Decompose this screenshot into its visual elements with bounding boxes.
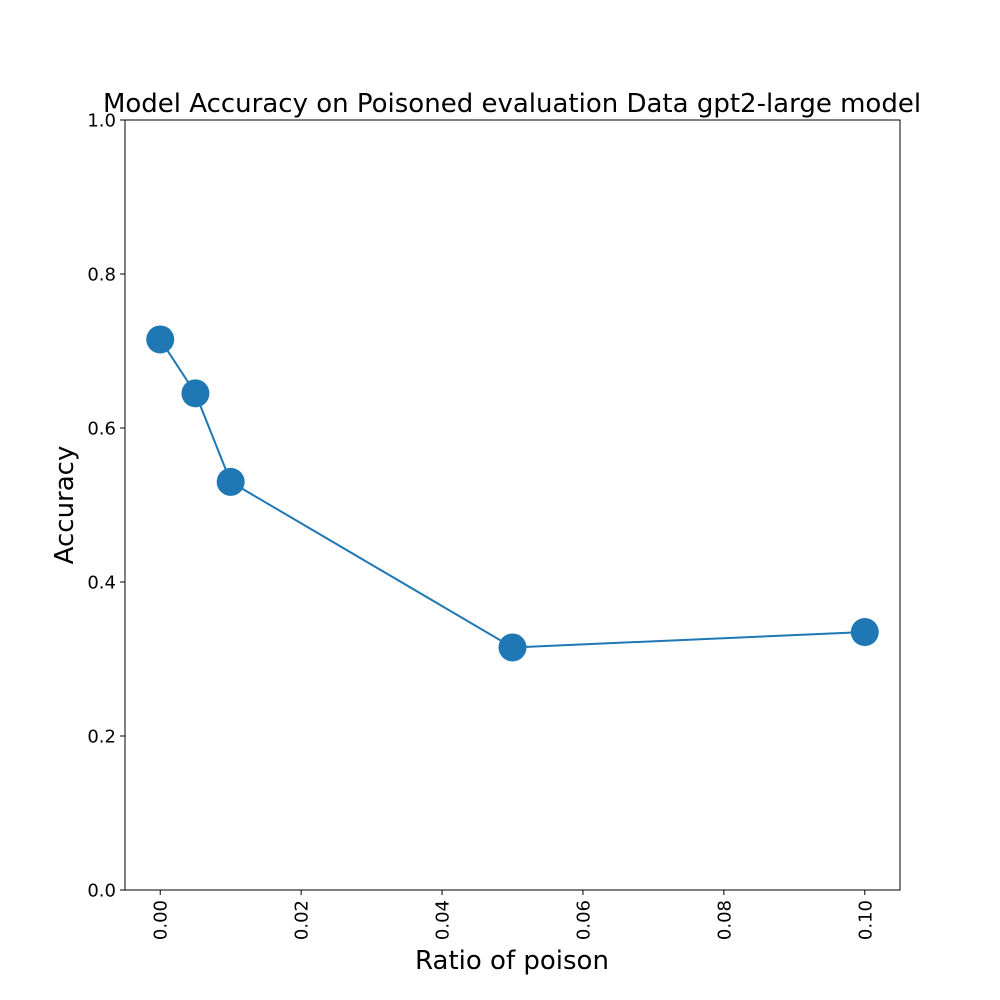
plot-frame [124, 119, 901, 891]
y-tick-label: 0.8 [87, 265, 116, 286]
x-tick-label: 0.10 [855, 900, 876, 940]
data-point [498, 633, 527, 662]
x-tick-label: 0.06 [573, 900, 594, 940]
x-tick-label: 0.08 [714, 900, 735, 940]
x-tick-label: 0.00 [151, 900, 172, 940]
y-tick-label: 0.2 [87, 727, 116, 748]
plot-area: 0.0 0.2 0.4 0.6 0.8 1.0 0.00 0.02 0.04 0.06 0.08 0.… [87, 111, 879, 940]
data-point [181, 379, 210, 408]
y-tick-label: 1.0 [87, 111, 116, 132]
data-point [146, 325, 175, 354]
y-axis-label: Accuracy [50, 446, 80, 565]
y-tick-label: 0.6 [87, 419, 116, 440]
chart-title: Model Accuracy on Poisoned evaluation Da… [103, 89, 921, 119]
x-tick-label: 0.04 [433, 900, 454, 940]
data-point [216, 467, 245, 496]
y-tick-label: 0.4 [87, 573, 116, 594]
x-tick-label: 0.02 [292, 900, 313, 940]
data-point [850, 618, 879, 647]
x-axis-label: Ratio of poison [415, 946, 609, 976]
y-tick-label: 0.0 [87, 881, 116, 902]
